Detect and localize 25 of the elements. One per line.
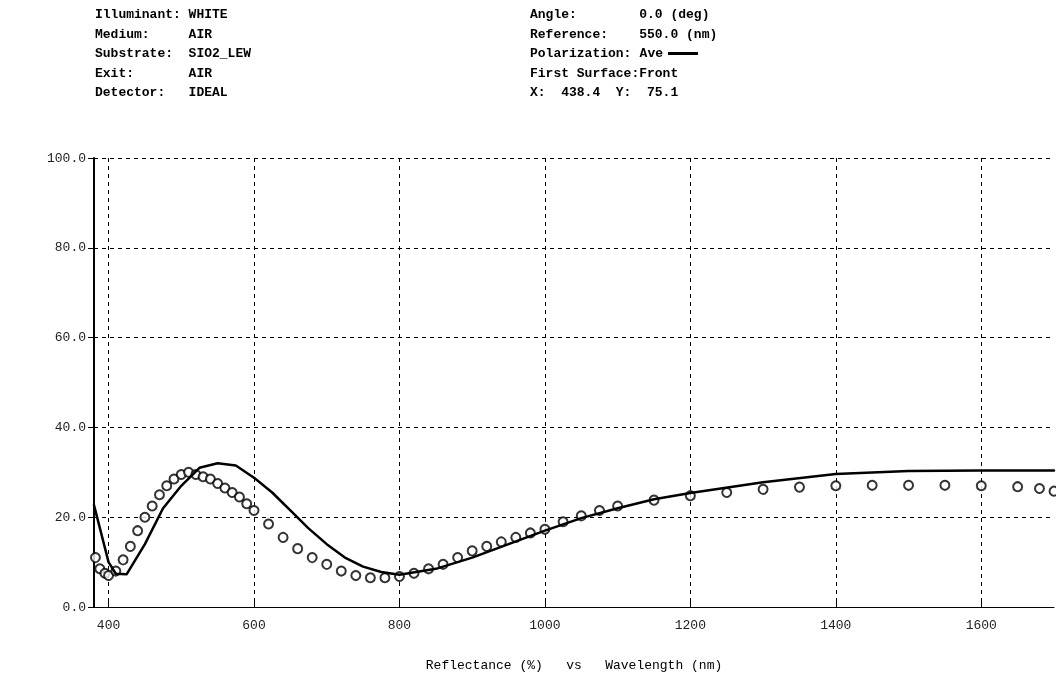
text: Reference: 550.0 (nm)	[530, 26, 718, 42]
y-tick-label: 0.0	[62, 599, 86, 615]
text: Detector: IDEAL	[95, 85, 228, 100]
x-tick-label: 400	[96, 618, 121, 633]
text: Angle: 0.0 (deg)	[530, 7, 710, 22]
text: Substrate: SIO2_LEW	[95, 46, 252, 61]
text: Illuminant: WHITE	[95, 7, 228, 22]
x-tick-label: 1400	[820, 618, 852, 633]
text: First Surface:Front	[530, 65, 679, 81]
x-tick-label: 1200	[674, 618, 706, 633]
x-tick-label: 1600	[965, 618, 997, 633]
y-tick-label: 20.0	[54, 509, 86, 525]
legend-label: Ave	[639, 46, 664, 61]
y-tick-label: 100.0	[46, 150, 86, 166]
x-tick-label: 800	[387, 618, 412, 633]
text: Medium: AIR	[95, 26, 213, 42]
y-tick-label: 40.0	[54, 419, 86, 435]
x-axis-title: Reflectance (%) vs Wavelength (nm)	[425, 658, 723, 673]
text: Polarization:	[530, 46, 632, 61]
x-tick-label: 600	[242, 618, 266, 633]
text: Exit: AIR	[95, 65, 213, 81]
x-tick-label: 1000	[529, 618, 561, 633]
text: X: 438.4 Y: 75.1	[530, 85, 679, 100]
y-tick-label: 60.0	[54, 330, 86, 346]
y-tick-label: 80.0	[54, 240, 86, 256]
